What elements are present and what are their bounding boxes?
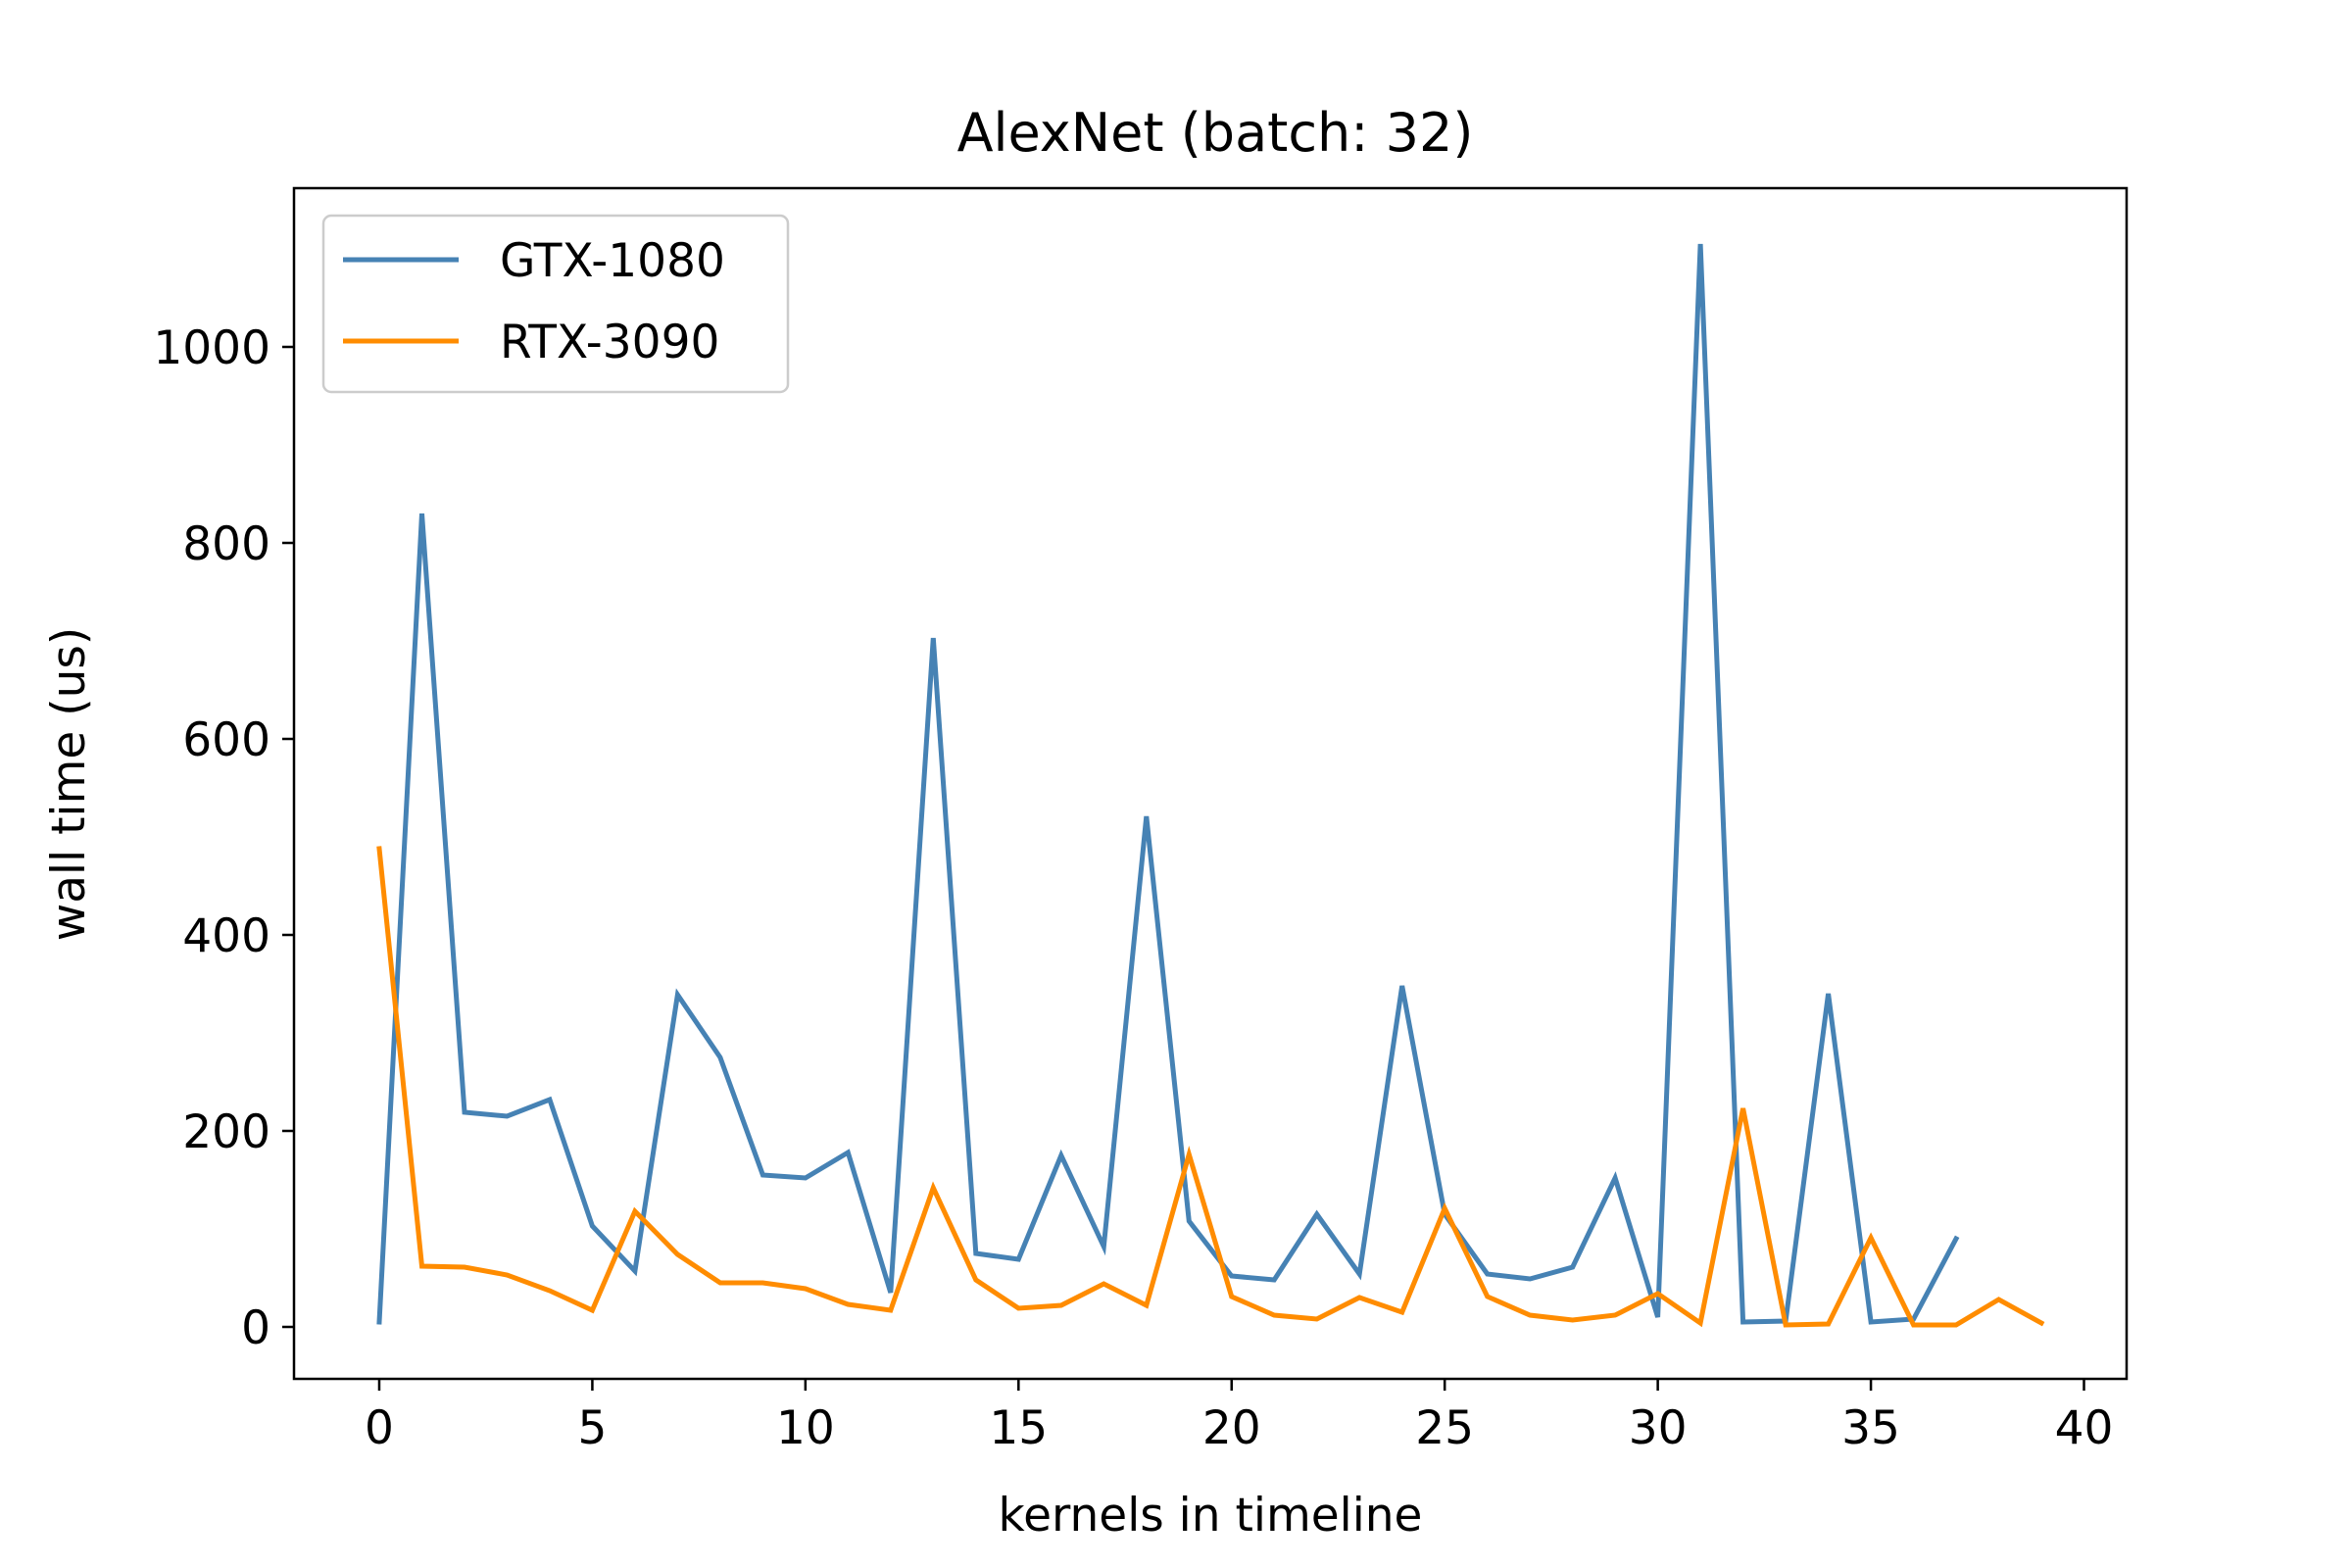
x-tick-label: 15 bbox=[989, 1401, 1048, 1455]
plot-frame bbox=[292, 186, 2129, 1381]
y-tick-label: 1000 bbox=[153, 321, 270, 375]
y-axis-label: wall time (us) bbox=[42, 627, 96, 941]
x-tick-label: 30 bbox=[1629, 1401, 1688, 1455]
x-tick-label: 5 bbox=[577, 1401, 607, 1455]
y-tick-label: 800 bbox=[182, 517, 270, 571]
series-layer bbox=[376, 243, 2045, 1328]
x-tick-label: 35 bbox=[1841, 1401, 1900, 1455]
y-tick-label: 600 bbox=[182, 713, 270, 767]
series-line-rtx-3090 bbox=[376, 846, 2045, 1328]
x-tick-label: 40 bbox=[2055, 1401, 2114, 1455]
y-tick-label: 0 bbox=[241, 1301, 270, 1355]
x-tick-label: 25 bbox=[1415, 1401, 1474, 1455]
y-tick-label: 400 bbox=[182, 909, 270, 963]
y-axis: 0 200 400 600 800 1000 bbox=[153, 321, 294, 1355]
y-tick-label: 200 bbox=[182, 1105, 270, 1159]
x-tick-label: 20 bbox=[1202, 1401, 1261, 1455]
x-tick-label: 0 bbox=[365, 1401, 394, 1455]
legend: GTX-1080 RTX-3090 bbox=[321, 214, 790, 394]
legend-label-gtx-1080: GTX-1080 bbox=[500, 234, 725, 288]
series-line-gtx-1080 bbox=[376, 243, 1960, 1325]
legend-label-rtx-3090: RTX-3090 bbox=[500, 316, 719, 369]
chart-title: AlexNet (batch: 32) bbox=[957, 102, 1474, 164]
x-axis-label: kernels in timeline bbox=[999, 1489, 1423, 1543]
x-tick-label: 10 bbox=[776, 1401, 835, 1455]
x-axis: 0 5 10 15 20 25 30 35 40 bbox=[365, 1379, 2113, 1455]
plot-area bbox=[292, 186, 2129, 1381]
